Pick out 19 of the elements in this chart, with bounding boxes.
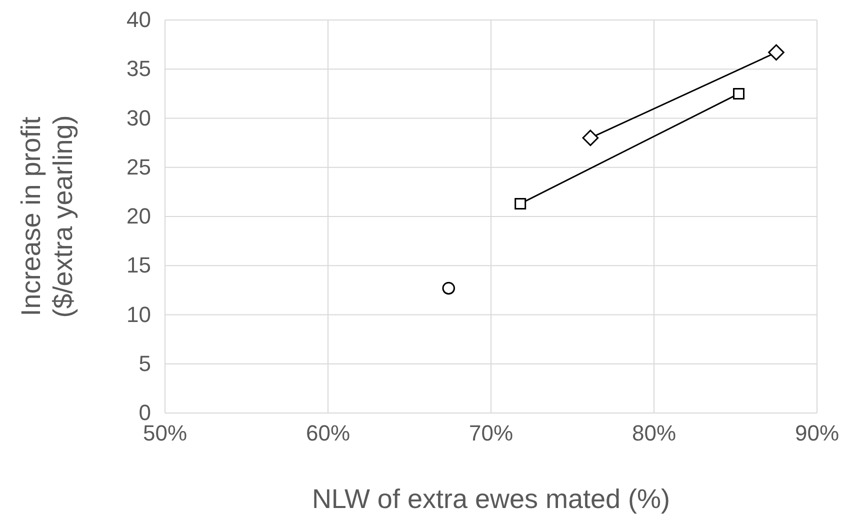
x-tick-label: 80% <box>632 420 676 446</box>
point <box>442 282 456 295</box>
point <box>768 44 784 61</box>
x-tick-label: 90% <box>794 420 840 446</box>
x-axis-title: NLW of extra ewes mated (%) <box>312 484 670 514</box>
y-tick-label: 25 <box>126 154 151 180</box>
y-tick-label: 35 <box>126 56 151 82</box>
point <box>514 198 526 210</box>
y-tick-label: 20 <box>126 204 151 229</box>
y-tick-label: 5 <box>138 350 151 376</box>
x-tick-label: 60% <box>306 420 350 446</box>
y-tick-label: 40 <box>126 7 151 32</box>
point <box>733 88 745 100</box>
y-tick-label: 10 <box>126 302 151 327</box>
y-tick-label: 30 <box>126 105 151 130</box>
y-axis-title: Increase in profit ($/extra yearling) <box>16 115 78 318</box>
point <box>582 130 599 146</box>
y-tick-label: 15 <box>126 252 151 278</box>
x-tick-label: 70% <box>468 420 514 446</box>
